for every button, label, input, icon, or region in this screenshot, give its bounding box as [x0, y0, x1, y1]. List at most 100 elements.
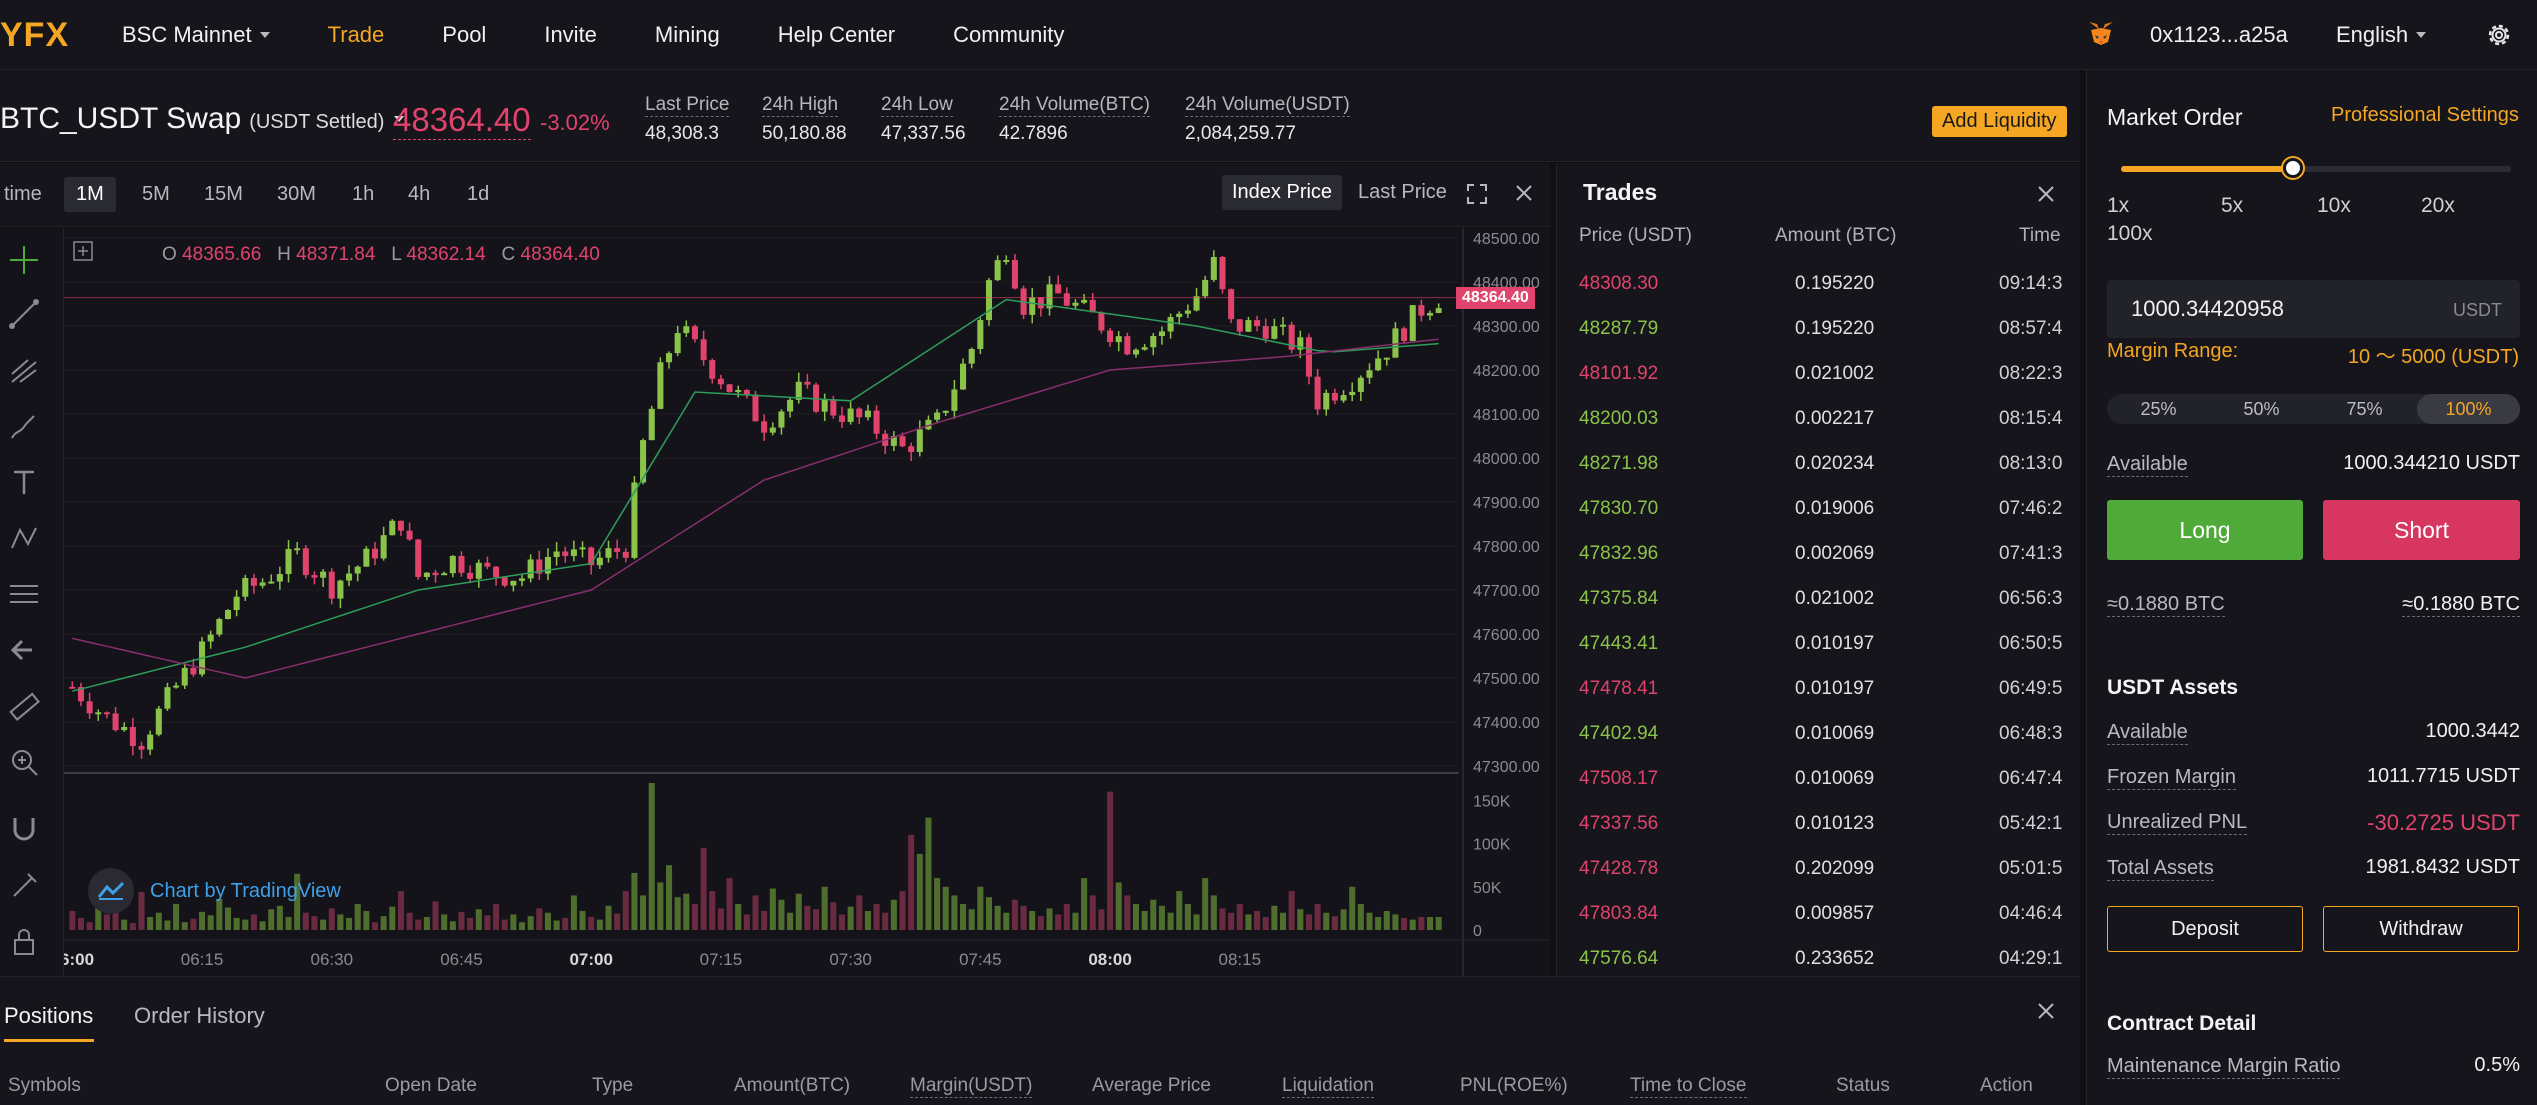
tf-5m[interactable]: 5M	[142, 183, 170, 205]
trade-row: 47832.96 0.002069 07:41:3	[1579, 543, 2079, 588]
fork-icon[interactable]	[6, 352, 42, 388]
volume-bar	[77, 917, 84, 930]
trade-amount: 0.010069	[1795, 723, 1875, 744]
nav-help-center[interactable]: Help Center	[777, 22, 896, 47]
candle-body	[397, 520, 404, 531]
symbol-selector[interactable]: BTC_USDT Swap (USDT Settled)	[0, 102, 405, 136]
volume-bar	[207, 915, 214, 930]
volume-bar	[1383, 910, 1390, 930]
candle-body	[726, 384, 733, 393]
percent-25[interactable]: 25%	[2140, 399, 2177, 419]
price-axis-label: 47600.00	[1473, 627, 1540, 644]
logo[interactable]: YFX	[0, 16, 70, 54]
tf-30m[interactable]: 30M	[277, 183, 316, 205]
tab-order-history[interactable]: Order History	[134, 1003, 265, 1028]
leverage-label-5x[interactable]: 5x	[2221, 194, 2244, 217]
gear-icon[interactable]	[2484, 20, 2514, 50]
trendline-icon[interactable]	[6, 296, 42, 332]
candle-body	[856, 408, 863, 418]
amount-value[interactable]: 1000.34420958	[2131, 296, 2284, 321]
volume-bar	[475, 909, 482, 930]
percent-75[interactable]: 75%	[2346, 399, 2383, 419]
tradingview-badge[interactable]: Chart by TradingView	[88, 868, 341, 914]
text-icon[interactable]	[6, 464, 42, 500]
add-indicator-icon[interactable]	[72, 240, 94, 262]
leverage-label-20x[interactable]: 20x	[2421, 194, 2455, 217]
crosshair-icon[interactable]	[6, 242, 42, 278]
language-selector[interactable]: English	[2336, 22, 2427, 48]
tf-time[interactable]: time	[4, 183, 42, 205]
tf-15m[interactable]: 15M	[204, 183, 243, 205]
percent-100[interactable]: 100%	[2417, 394, 2520, 424]
close-icon[interactable]	[1514, 183, 1534, 203]
current-price-tag: 48364.40	[1456, 286, 1535, 309]
professional-settings-link[interactable]: Professional Settings	[2331, 104, 2519, 126]
candle-body	[1331, 392, 1338, 401]
order-type-title[interactable]: Market Order	[2107, 104, 2243, 130]
candlestick-svg[interactable]: 48500.0048400.0048300.0048200.0048100.00…	[64, 228, 1550, 976]
pencil-lock-icon[interactable]	[6, 868, 42, 904]
candle-body	[804, 381, 811, 385]
volume-bar	[622, 891, 629, 930]
ruler-icon[interactable]	[6, 688, 42, 724]
candle-body	[129, 727, 136, 746]
volume-bar	[985, 897, 993, 930]
magnet-icon[interactable]	[6, 810, 42, 846]
maintenance-margin-label: Maintenance Margin Ratio	[2107, 1055, 2341, 1079]
tf-1h[interactable]: 1h	[352, 183, 375, 205]
nav-mining[interactable]: Mining	[654, 22, 720, 47]
tf-4h[interactable]: 4h	[408, 183, 431, 205]
add-liquidity-button[interactable]: Add Liquidity	[1932, 106, 2067, 137]
trade-row: 47375.84 0.021002 06:56:3	[1579, 588, 2079, 633]
trade-price: 47803.84	[1579, 903, 1659, 924]
percent-50[interactable]: 50%	[2243, 399, 2280, 419]
price-chart[interactable]: O 48365.66 H 48371.84 L 48362.14 C 48364…	[0, 228, 1550, 976]
nav-trade[interactable]: Trade	[327, 22, 385, 47]
network-selector[interactable]: BSC Mainnet	[122, 22, 270, 48]
measure-lines-icon[interactable]	[6, 576, 42, 612]
volume-bar	[683, 893, 690, 930]
leverage-label-10x[interactable]: 10x	[2317, 194, 2351, 217]
amount-input[interactable]: 1000.34420958 USDT	[2107, 280, 2520, 338]
brush-icon[interactable]	[6, 408, 42, 444]
tab-positions[interactable]: Positions	[4, 1003, 94, 1028]
short-button[interactable]: Short	[2323, 500, 2520, 560]
volume-bar	[648, 783, 655, 930]
metamask-fox-icon[interactable]	[2086, 18, 2116, 48]
long-button[interactable]: Long	[2107, 500, 2303, 560]
trade-row: 48308.30 0.195220 09:14:3	[1579, 273, 2079, 318]
volume-bar	[864, 910, 871, 930]
leverage-slider-handle[interactable]	[2282, 158, 2303, 178]
zoom-in-icon[interactable]	[6, 744, 42, 780]
nav-invite[interactable]: Invite	[544, 22, 597, 47]
arrow-left-icon[interactable]	[6, 632, 42, 668]
candle-body	[1011, 259, 1018, 289]
leverage-label-100x[interactable]: 100x	[2107, 222, 2153, 245]
trade-price: 48101.92	[1579, 363, 1659, 384]
volume-bar	[1055, 914, 1062, 930]
volume-bar	[371, 922, 379, 930]
stat-label: 24h Volume(USDT)	[1185, 94, 1350, 117]
index-price-toggle[interactable]: Index Price	[1222, 175, 1343, 210]
wallet-address[interactable]: 0x1123...a25a	[2150, 22, 2288, 47]
tf-1m[interactable]: 1M	[64, 177, 116, 212]
lock-icon[interactable]	[6, 924, 42, 960]
deposit-button[interactable]: Deposit	[2107, 906, 2303, 952]
stat-label: 24h Low	[881, 94, 953, 117]
close-icon[interactable]	[2036, 1001, 2056, 1021]
candle-body	[1401, 328, 1408, 341]
nav-community[interactable]: Community	[953, 22, 1065, 47]
leverage-slider-track[interactable]	[2121, 158, 2511, 178]
withdraw-button[interactable]: Withdraw	[2323, 906, 2519, 952]
volume-bar	[1340, 909, 1347, 930]
volume-bar	[821, 886, 828, 930]
pattern-icon[interactable]	[6, 520, 42, 556]
last-price-toggle[interactable]: Last Price	[1358, 181, 1447, 203]
nav-pool[interactable]: Pool	[442, 22, 487, 47]
trade-time: 08:22:3	[1999, 363, 2063, 384]
close-icon[interactable]	[2035, 183, 2057, 205]
header-price: Price (USDT)	[1579, 225, 1692, 246]
fullscreen-icon[interactable]	[1466, 183, 1488, 205]
tf-1d[interactable]: 1d	[467, 183, 490, 205]
leverage-label-1x[interactable]: 1x	[2107, 194, 2130, 217]
